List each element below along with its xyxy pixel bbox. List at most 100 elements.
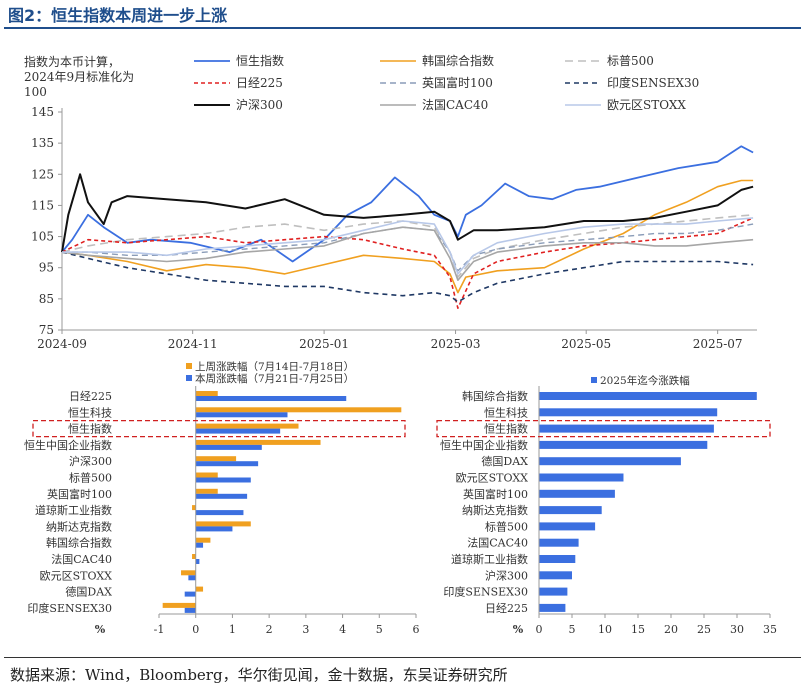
x-tick-label: 1 — [229, 623, 236, 636]
bar — [195, 488, 218, 494]
series-line — [62, 217, 754, 275]
category-label: 恒生指数 — [484, 422, 528, 436]
x-unit-label: % — [513, 623, 524, 636]
bar — [192, 554, 196, 559]
category-label: 印度SENSEX30 — [443, 585, 528, 599]
category-label: 日经225 — [69, 390, 112, 403]
x-tick-label: 15 — [631, 623, 645, 636]
legend-swatch — [591, 377, 597, 383]
bar — [195, 477, 251, 483]
category-label: 法国CAC40 — [467, 536, 528, 550]
bar — [181, 570, 196, 576]
series-line — [61, 217, 754, 310]
x-tick-label: 10 — [598, 623, 612, 636]
category-label: 恒生科技 — [484, 405, 528, 419]
bar — [195, 428, 281, 434]
figure-title: 图2：恒生指数本周进一步上涨 — [8, 6, 228, 25]
x-tick-label: 2024-11 — [168, 337, 218, 351]
bar — [195, 493, 248, 499]
bar — [539, 473, 624, 482]
legend-swatch — [186, 363, 192, 369]
legend-label: 欧元区STOXX — [607, 98, 686, 112]
source-note: 数据来源：Wind，Bloomberg，华尔街见闻，金十数据，东吴证券研究所 — [10, 666, 508, 684]
bar — [195, 461, 259, 467]
title-rule — [4, 27, 801, 29]
bar — [195, 439, 321, 445]
legend-label: 印度SENSEX30 — [607, 75, 699, 90]
x-tick-label: 4 — [339, 623, 346, 636]
bar — [539, 424, 714, 433]
bar — [195, 542, 204, 548]
category-label: 印度SENSEX30 — [27, 601, 112, 615]
category-label: 韩国综合指数 — [46, 536, 112, 550]
bar — [539, 538, 579, 547]
y-axis-label-line: 100 — [24, 85, 47, 99]
highlight-box — [436, 419, 771, 438]
series-line — [62, 223, 754, 272]
category-label: 纳斯达克指数 — [46, 519, 112, 533]
legend-label: 沪深300 — [236, 98, 283, 112]
category-label: 标普500 — [485, 519, 528, 533]
x-tick-label: 35 — [763, 623, 777, 636]
y-tick-label: 75 — [39, 323, 54, 337]
category-label: 恒生指数 — [68, 422, 112, 436]
category-label: 纳斯达克指数 — [462, 503, 528, 517]
bar — [195, 407, 402, 413]
bar — [195, 391, 218, 396]
x-tick-label: 0 — [536, 623, 543, 636]
x-tick-label: 25 — [697, 623, 711, 636]
category-label: 欧元区STOXX — [456, 472, 529, 485]
bar — [195, 521, 251, 527]
legend-label: 英国富时100 — [422, 75, 493, 90]
legend-label: 恒生指数 — [236, 53, 284, 68]
bar — [195, 396, 347, 401]
legend-label: 法国CAC40 — [422, 98, 488, 112]
bar — [539, 489, 615, 498]
x-tick-label: 2024-09 — [37, 337, 87, 351]
legend-label: 上周涨跌幅（7月14日-7月18日） — [195, 360, 354, 373]
bar — [184, 607, 196, 613]
x-tick-label: 2025-01 — [299, 337, 349, 351]
bar — [195, 472, 218, 478]
legend-swatch — [186, 375, 192, 381]
category-label: 欧元区STOXX — [40, 569, 113, 582]
highlight-box — [32, 419, 406, 438]
category-label: 德国DAX — [65, 585, 112, 599]
category-label: 法国CAC40 — [51, 552, 112, 566]
bar — [195, 559, 200, 564]
y-tick-label: 95 — [39, 261, 54, 275]
series-line — [61, 179, 754, 294]
bar — [539, 408, 718, 417]
bar — [539, 603, 566, 612]
y-tick-label: 105 — [31, 230, 54, 244]
series-line — [61, 173, 754, 253]
category-label: 沪深300 — [69, 454, 112, 468]
bar — [195, 423, 299, 429]
category-label: 英国富时100 — [47, 487, 112, 501]
legend-label: 本周涨跌幅（7月21日-7月25日） — [195, 372, 354, 385]
y-tick-label: 145 — [31, 105, 54, 119]
bar — [539, 587, 568, 596]
bar — [162, 602, 196, 608]
x-unit-label: % — [95, 623, 106, 636]
series-line — [61, 226, 754, 282]
bar — [188, 575, 196, 581]
x-tick-label: 3 — [302, 623, 309, 636]
y-tick-label: 125 — [31, 167, 54, 181]
category-label: 恒生中国企业指数 — [24, 438, 112, 452]
x-tick-label: 30 — [730, 623, 744, 636]
bar — [539, 457, 681, 466]
series-line — [61, 251, 754, 303]
bar — [539, 522, 596, 531]
y-axis-label-line: 2024年9月标准化为 — [24, 70, 134, 84]
footer-rule — [4, 657, 801, 658]
x-tick-label: 5 — [376, 623, 383, 636]
bar — [539, 571, 572, 580]
bar — [195, 510, 244, 516]
bar — [195, 586, 204, 592]
x-tick-label: 0 — [192, 623, 199, 636]
x-tick-label: -1 — [154, 623, 165, 636]
category-label: 英国富时100 — [463, 487, 528, 501]
